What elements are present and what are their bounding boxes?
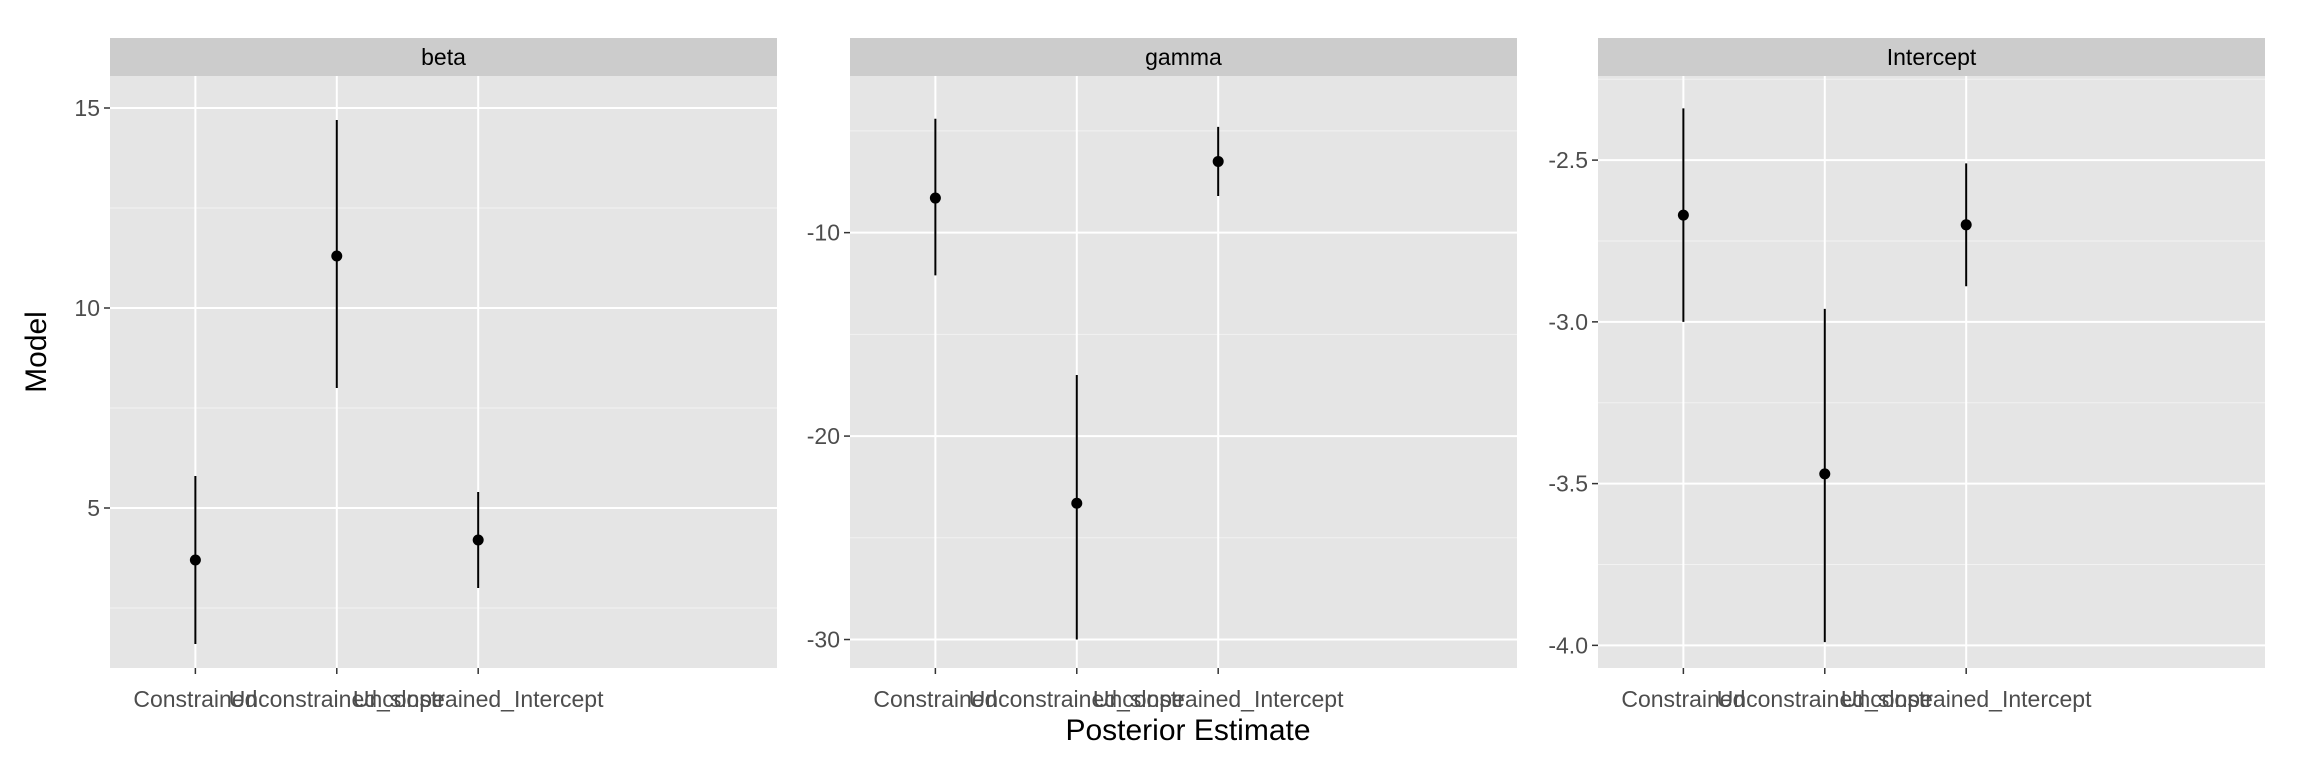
x-axis-title: Posterior Estimate (1065, 714, 1310, 747)
panel-background (110, 76, 777, 668)
estimate-point (189, 554, 201, 566)
estimate-point (1819, 468, 1831, 480)
panel-strip (850, 38, 1517, 76)
y-tick-label: 15 (74, 95, 100, 121)
y-tick-label: -30 (807, 627, 840, 653)
y-tick-label: 10 (74, 295, 100, 321)
y-tick-label: -10 (807, 220, 840, 246)
panel-strip-title: beta (421, 44, 466, 70)
estimate-point (1071, 497, 1083, 509)
panel-background (1598, 76, 2265, 668)
panel-1: gamma -30 -20 -10 ConstrainedUnconstrained_s… (807, 38, 1517, 712)
panel-strip (1598, 38, 2265, 76)
y-tick-label: 5 (87, 495, 100, 521)
x-tick-label: Constrained (133, 686, 257, 712)
x-tick-label: Constrained (873, 686, 997, 712)
x-tick-label: Unconstrained_Intercept (353, 686, 604, 712)
y-tick-label: -4.0 (1548, 632, 1588, 658)
y-tick-label: -3.5 (1548, 471, 1588, 497)
estimate-point (472, 534, 484, 546)
panel-strip-title: Intercept (1887, 44, 1977, 70)
estimate-point (929, 192, 941, 204)
y-tick-label: -2.5 (1548, 147, 1588, 173)
panel-0: beta 5 10 15 ConstrainedUnconstrained_slopeU… (74, 38, 777, 712)
y-tick-label: -20 (807, 423, 840, 449)
panel-background (850, 76, 1517, 668)
x-tick-label: Unconstrained_slope (1717, 686, 1933, 712)
x-tick-label: Constrained (1621, 686, 1745, 712)
panel-strip-title: gamma (1145, 44, 1222, 70)
x-tick-label: Unconstrained_slope (969, 686, 1185, 712)
y-axis-title: Model (20, 311, 53, 393)
estimate-point (1960, 219, 1972, 231)
y-tick-label: -3.0 (1548, 309, 1588, 335)
panel-2: Intercept-4.0-3.5-3.0-2.5ConstrainedUnco… (1548, 38, 2265, 712)
estimate-point (331, 250, 343, 262)
estimate-point (1677, 209, 1689, 221)
estimate-point (1212, 155, 1224, 167)
x-tick-label: Unconstrained_Intercept (1841, 686, 2092, 712)
x-tick-label: Unconstrained_Intercept (1093, 686, 1344, 712)
x-tick-label: Unconstrained_slope (229, 686, 445, 712)
panel-strip (110, 38, 777, 76)
